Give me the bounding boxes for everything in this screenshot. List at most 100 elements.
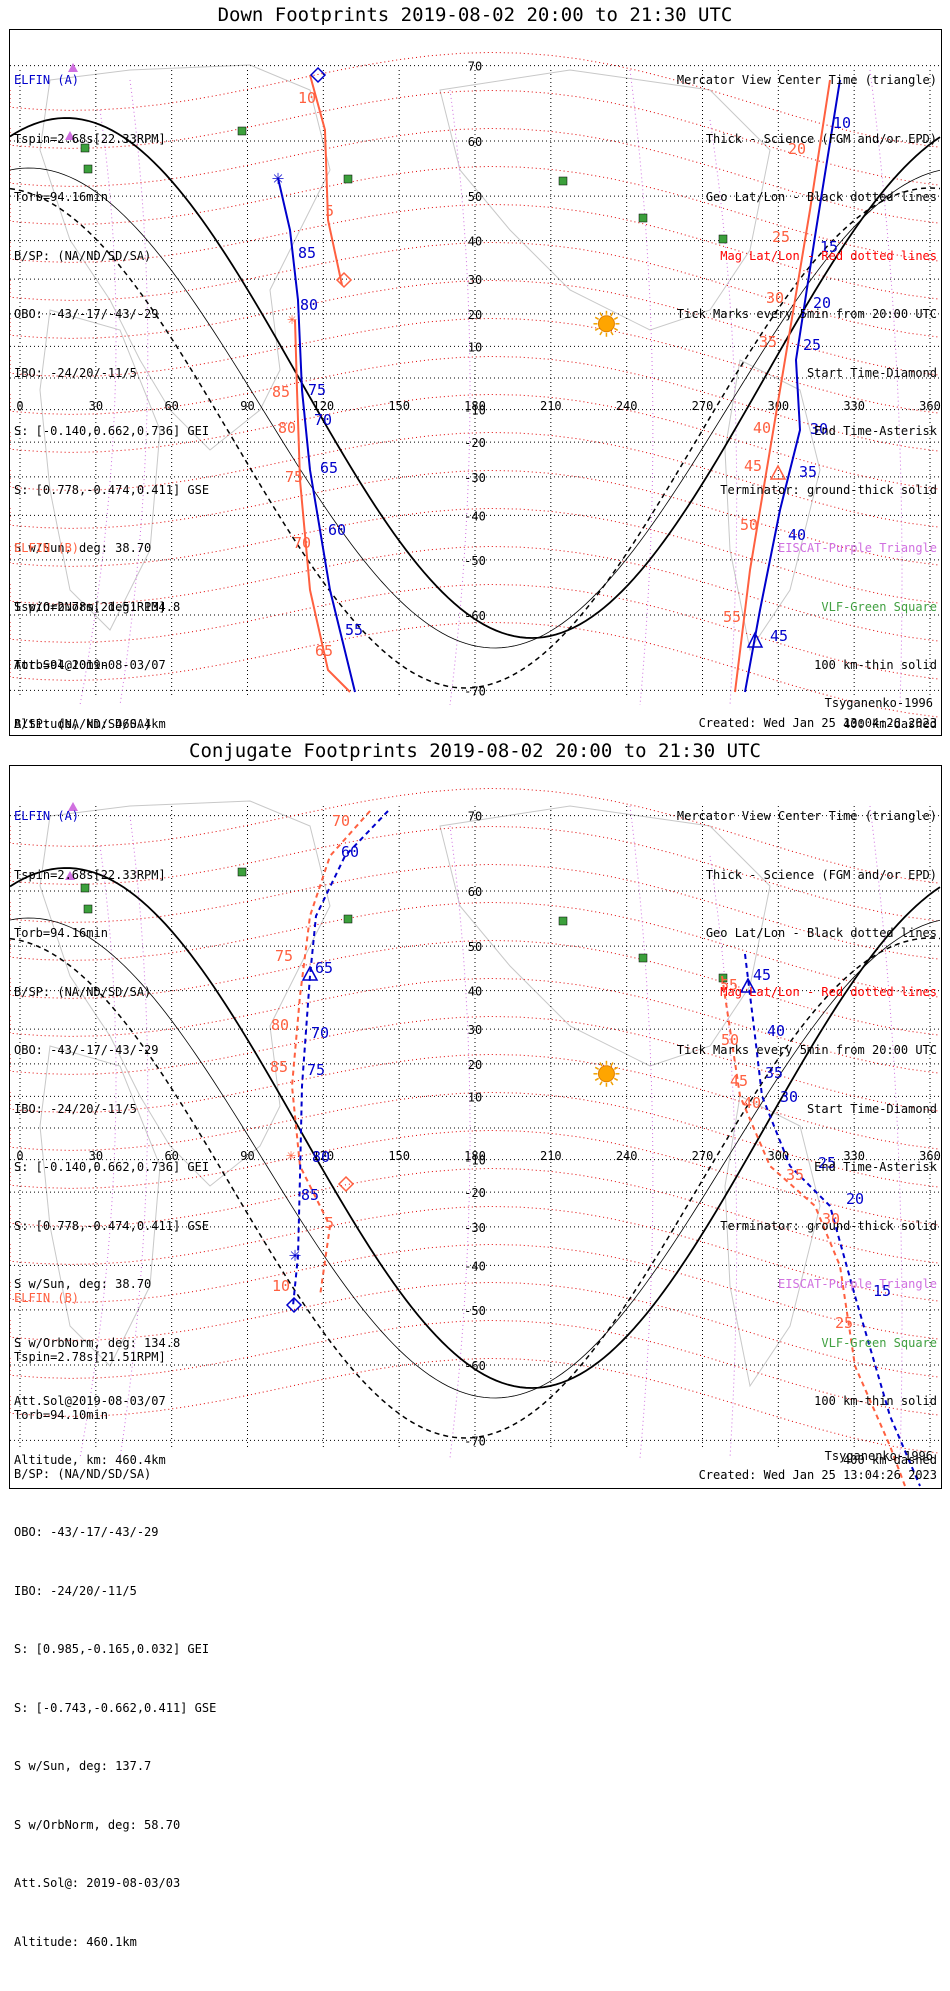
elfin-a-tick-label: 30 [780, 1088, 798, 1106]
elfin-a-tick-label: 45 [753, 966, 771, 984]
latitude-tick-label: 10 [468, 340, 482, 354]
elfin-a-tick-label: 60 [328, 521, 346, 539]
elfin-a-tick-label: 45 [770, 627, 788, 645]
sun-ray [599, 1081, 603, 1086]
legend-terminator: Terminator: ground-thick solid [720, 1218, 937, 1233]
mag-latitude-curve [10, 1319, 941, 1416]
elfin-b-line: Torb=94.10min [14, 1408, 108, 1422]
elfin-a-tick-label: 85 [301, 1186, 319, 1204]
longitude-tick-label: 150 [388, 399, 410, 413]
longitude-tick-label: 90 [240, 1149, 254, 1163]
latitude-tick-label: 60 [468, 885, 482, 899]
vlf-station-square [718, 234, 728, 244]
longitude-tick-label: 150 [388, 1149, 410, 1163]
latitude-tick-label: 20 [468, 1058, 482, 1072]
elfin-a-tick-label: 15 [820, 238, 838, 256]
sun-ray [599, 1062, 603, 1067]
elfin-a-label: ELFIN (A) [14, 809, 80, 823]
mag-longitude-curve [119, 79, 149, 706]
eiscat-triangle [68, 63, 78, 72]
mag-latitude-curve [10, 241, 941, 338]
longitude-tick-label: 270 [692, 1149, 714, 1163]
longitude-tick-label: 30 [89, 399, 103, 413]
longitude-tick-label: 210 [540, 399, 562, 413]
elfin-b-line: S: [-0.743,-0.662,0.411] GSE [14, 1700, 217, 1715]
legend: Mercator View Center Time (triangle) Thi… [677, 32, 937, 773]
mag-longitude-curve [79, 845, 117, 1459]
mag-latitude-curve [10, 51, 941, 148]
legend-ticks: Tick Marks every 5min from 20:00 UTC [676, 307, 937, 321]
mag-latitude-curve [10, 469, 941, 566]
elfin-a-line: S: [0.778,-0.474,0.411] GSE [14, 1218, 210, 1233]
latitude-tick-label: -30 [464, 471, 486, 485]
legend-mag: Mag Lat/Lon - Red dotted lines [720, 984, 937, 999]
longitude-tick-label: 180 [464, 1149, 486, 1163]
legend-geo: Geo Lat/Lon - Black dotted lines [705, 190, 937, 204]
legend-terminator: Terminator: ground-thick solid [720, 482, 937, 497]
elfin-a-line: OBO: -43/-17/-43/-29 [14, 1043, 159, 1057]
sun-ray [599, 312, 603, 317]
model-label: Tsyganenko-1996 [824, 1449, 933, 1463]
elfin-b-tick-label: 65 [315, 642, 333, 660]
latitude-tick-label: 70 [468, 60, 482, 74]
legend-mag: Mag Lat/Lon - Red dotted lines [720, 248, 937, 263]
latitude-tick-label: 20 [468, 308, 482, 322]
elfin-a-line: S w/Sun, deg: 38.70 [14, 541, 152, 555]
mag-longitude-curve [869, 805, 903, 1459]
latitude-tick-label: 30 [468, 1023, 482, 1037]
latitude-tick-label: -10 [464, 404, 486, 418]
end-asterisk: ✳ [272, 165, 284, 189]
elfin-a-tick-label: 20 [846, 1190, 864, 1208]
eiscat-triangle [65, 871, 75, 880]
mag-latitude-curve [10, 1243, 941, 1340]
end-asterisk: ✳ [287, 309, 297, 328]
mag-longitude-curve [869, 69, 903, 706]
vlf-station-square [83, 904, 93, 914]
latitude-tick-label: 50 [468, 940, 482, 954]
continent-outline [439, 805, 771, 1067]
legend: Mercator View Center Time (triangle) Thi… [677, 768, 937, 1509]
mag-longitude-curve [449, 89, 471, 706]
longitude-tick-label: 240 [616, 399, 638, 413]
elfin-a-line: OBO: -43/-17/-43/-29 [14, 307, 159, 321]
mag-latitude-curve [10, 1357, 941, 1454]
elfin-a-tick-label: 70 [311, 1024, 329, 1042]
mag-latitude-curve [10, 939, 941, 1036]
elfin-a-line: S: [-0.140,0.662,0.736] GEI [14, 424, 210, 438]
legend-view-center: Mercator View Center Time (triangle) [676, 809, 937, 823]
sun-ray [613, 316, 619, 320]
latitude-tick-label: -10 [464, 1154, 486, 1168]
elfin-b-line: S: [0.985,-0.165,0.032] GEI [14, 1642, 210, 1656]
elfin-b-tick-label: 45 [744, 457, 762, 475]
vlf-station-square [80, 883, 90, 893]
elfin-a-tick-label: 70 [314, 411, 332, 429]
terminator-400km [10, 187, 941, 689]
elfin-b-track [734, 79, 831, 693]
elfin-a-label: ELFIN (A) [14, 73, 80, 87]
elfin-b-track [309, 74, 343, 286]
elfin-b-tick-label: 75 [285, 468, 303, 486]
longitude-tick-label: 240 [616, 1149, 638, 1163]
elfin-b-line: S w/Sun, deg: 137.7 [14, 1759, 152, 1773]
sun-ray [594, 316, 600, 320]
latitude-tick-label: 50 [468, 190, 482, 204]
latitude-tick-label: -70 [464, 684, 486, 698]
elfin-a-info: ELFIN (A) Tspin=2.68s[22.33RPM] Torb=94.… [14, 32, 209, 773]
elfin-b-line: Altitude: 460.1km [14, 1934, 137, 1949]
sun-icon [597, 315, 615, 333]
continent-outline [724, 359, 821, 652]
elfin-a-line: S w/OrbNorm, deg: 134.8 [14, 1335, 181, 1350]
vlf-station-square [343, 914, 353, 924]
down-footprints-chart: 0 30 60 90 120 150 180 210 240 270 300 330 360 70 60 50… [9, 29, 942, 1199]
latitude-tick-label: 10 [468, 1090, 482, 1104]
continent-outline [39, 309, 161, 631]
longitude-tick-label: 0 [16, 399, 23, 413]
mag-latitude-curve [10, 89, 941, 186]
elfin-a-line: Att.Sol@2019-08-03/07 [14, 1394, 166, 1408]
mag-latitude-curve [10, 127, 941, 224]
terminator-ground [10, 867, 941, 1389]
mag-latitude-curve [10, 431, 941, 528]
eiscat-triangle [65, 131, 75, 140]
longitude-tick-label: 330 [843, 1149, 865, 1163]
mag-latitude-curve [10, 583, 941, 680]
